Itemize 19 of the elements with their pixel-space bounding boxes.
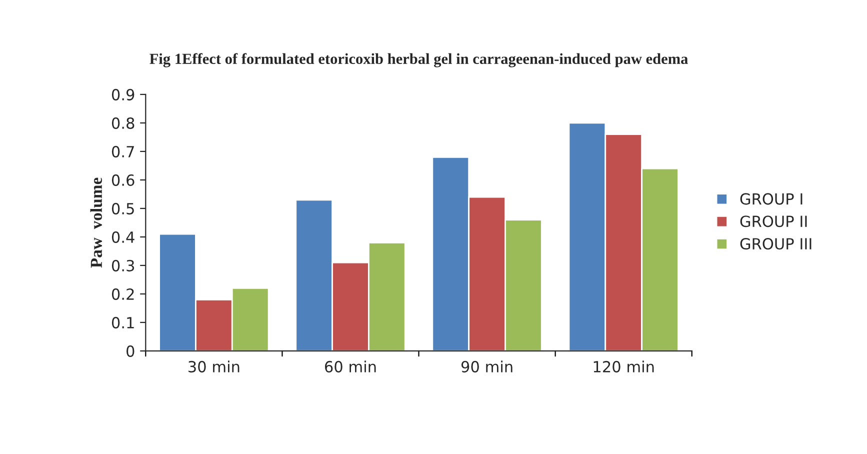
y-tick-label: 0.4 [112,231,134,243]
legend-label: GROUP II [740,216,807,228]
y-tick-label: 0.5 [112,202,134,214]
y-tick-label: 0 [126,345,134,357]
x-tick-label: 90 min [461,360,512,372]
y-tick-label: 0.1 [112,316,134,328]
x-tick-label: 60 min [325,360,376,372]
y-tick-label: 0.7 [112,146,134,158]
y-tick-label: 0.3 [112,260,134,272]
y-tick-label: 0.2 [112,288,134,300]
legend-label: GROUP III [740,238,812,250]
y-axis-title: Paw volume [90,178,102,268]
chart-title: Fig 1Effect of formulated etoricoxib herbal gel in carrageenan-induced paw edema [150,53,688,68]
legend-label: GROUP I [740,193,802,205]
x-tick-label: 30 min [188,360,240,372]
x-tick-label: 120 min [594,360,654,372]
y-tick-label: 0.8 [112,117,134,129]
y-tick-label: 0.9 [112,88,134,100]
y-tick-label: 0.6 [112,174,134,186]
